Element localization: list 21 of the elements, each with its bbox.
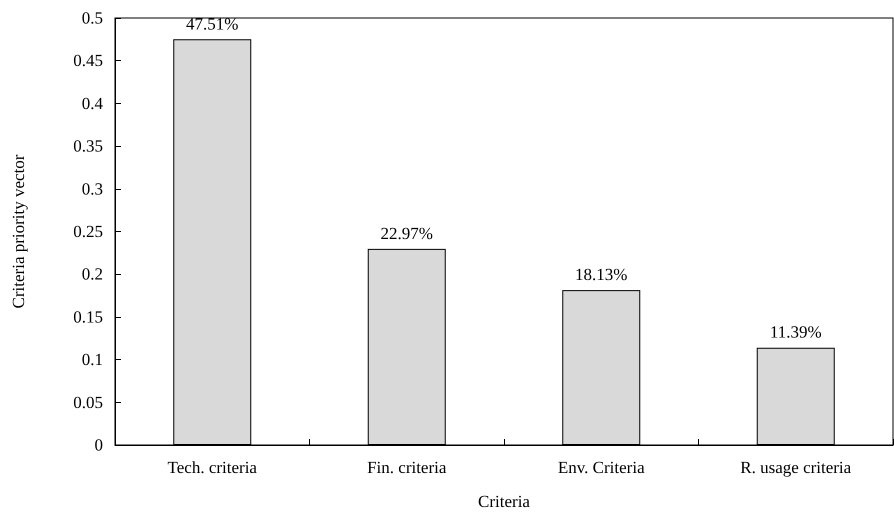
x-tick-label: Env. Criteria [558, 458, 646, 477]
y-tick-label: 0.1 [82, 350, 103, 370]
x-tick-label: Fin. criteria [367, 458, 447, 477]
x-tick-label: R. usage criteria [740, 458, 852, 477]
y-tick-label: 0.3 [82, 179, 103, 198]
y-tick-label: 0.4 [82, 94, 104, 113]
x-tick-label: Tech. criteria [168, 458, 258, 477]
data-label: 18.13% [575, 265, 628, 284]
y-tick-label: 0.35 [73, 136, 103, 156]
y-tick-label: 0.2 [82, 264, 103, 284]
y-tick-label: 0.25 [73, 222, 103, 241]
y-tick-label: 0.15 [73, 307, 103, 326]
y-tick-label: 0.45 [73, 51, 103, 70]
x-axis-title: Criteria [478, 492, 530, 511]
data-label: 11.39% [770, 322, 822, 342]
y-tick-label: 0.05 [73, 392, 103, 412]
data-label: 22.97% [380, 224, 433, 243]
y-tick-label: 0 [94, 436, 103, 454]
y-tick-label: 0.5 [82, 8, 103, 28]
y-axis-title: Criteria priority vector [9, 154, 28, 308]
data-label: 47.51% [186, 14, 238, 34]
